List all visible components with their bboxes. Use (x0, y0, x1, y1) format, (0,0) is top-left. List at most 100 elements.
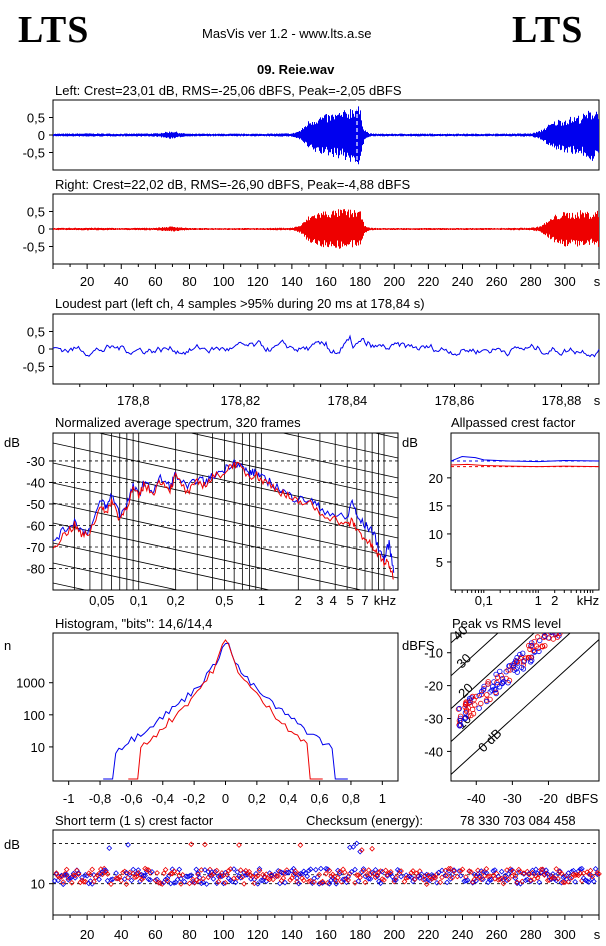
crest-point (329, 875, 336, 881)
crest-point (99, 871, 106, 878)
xtick-label: 40 (114, 927, 128, 942)
crest-point (362, 873, 369, 880)
peak-rms-ylabel: dBFS (402, 638, 435, 653)
ytick-label: 10 (429, 527, 443, 542)
ytick-label: 10 (31, 877, 45, 892)
crest-point (521, 870, 527, 877)
crest-point (254, 872, 261, 879)
crest-point (536, 879, 543, 886)
crest-point (345, 877, 352, 883)
allpass-xticks: 0,1 1 2 kHz (454, 590, 599, 608)
xtick-label: -0,8 (89, 791, 111, 806)
level-point (539, 644, 546, 650)
crest-point (372, 867, 379, 873)
xtick-label: -40 (467, 791, 486, 806)
level-point (476, 692, 482, 699)
crest-point (193, 877, 200, 883)
crest-point (483, 870, 490, 876)
crest-point (510, 868, 517, 875)
crest-point (82, 878, 89, 885)
xtick-label: -1 (63, 791, 75, 806)
xtick-label: 60 (148, 274, 162, 289)
crest-point (87, 871, 94, 878)
level-point (553, 633, 559, 637)
crest-point (239, 874, 246, 880)
checksum-label: Checksum (energy): (306, 813, 423, 828)
crest-point (512, 873, 519, 879)
crest-point (580, 875, 587, 882)
crest-point (425, 872, 432, 879)
crest-point (529, 869, 536, 876)
level-point (527, 646, 533, 652)
crest-point (198, 880, 205, 887)
level-point (492, 687, 499, 693)
ytick-label: 15 (429, 499, 443, 514)
crest-point (411, 876, 418, 883)
crest-point (268, 871, 275, 878)
level-point (457, 723, 463, 729)
spectrum-ylabel: dB (4, 435, 20, 450)
level-point (523, 655, 529, 661)
xtick-label: 200 (383, 274, 405, 289)
crest-point (225, 867, 232, 874)
crest-point (369, 845, 375, 852)
ytick-label: -20 (424, 679, 443, 694)
crest-diagonal (451, 633, 571, 743)
red-spectrum-line (53, 461, 394, 580)
crest-point (480, 876, 486, 883)
xtick-label: 160 (315, 274, 337, 289)
crest-point (75, 870, 82, 876)
crest-point (195, 870, 201, 876)
time-xticks: 20 40 60 80 100 120 140 160 180 200 220 240 260 280 30… (52, 264, 601, 289)
diagonal-label: 30 (453, 650, 474, 671)
crest-point (531, 871, 538, 877)
xtick-label: 0,8 (342, 791, 360, 806)
crest-point (188, 872, 195, 879)
peak-rms-yticks: -10 -20 -30 -40 (424, 646, 451, 759)
crest-point (347, 844, 353, 851)
loudest-trace (52, 334, 600, 358)
level-point (476, 705, 482, 711)
crest-point (336, 868, 343, 875)
crest-diagonal (451, 633, 535, 710)
level-point (493, 689, 499, 695)
crest-point (85, 870, 92, 877)
xtick-label: 40 (114, 274, 128, 289)
crest-point (374, 873, 381, 880)
crest-point (387, 869, 394, 875)
crest-point (178, 876, 184, 882)
crest-point (316, 871, 323, 878)
level-point (494, 679, 500, 686)
crest-point (323, 870, 329, 877)
xtick-label: 200 (383, 927, 405, 942)
xtick-label: s (594, 393, 601, 408)
xtick-label: 140 (281, 927, 303, 942)
crest-point (319, 878, 326, 885)
crest-point (154, 876, 160, 883)
crest-point (408, 874, 415, 881)
crest-point (556, 869, 563, 875)
level-point (485, 679, 491, 685)
level-point (539, 643, 545, 649)
crest-point (333, 880, 340, 887)
crest-point (444, 879, 450, 886)
level-point (530, 647, 536, 654)
ytick-label: 20 (429, 471, 443, 486)
crest-point (347, 870, 353, 877)
crest-point (505, 876, 512, 883)
crest-point (103, 867, 109, 874)
xtick-label: kHz (374, 593, 396, 608)
crest-point (439, 874, 445, 881)
crest-point (234, 875, 241, 881)
crest-point (147, 877, 154, 883)
xtick-label: 260 (486, 274, 508, 289)
level-point (485, 681, 491, 687)
level-point (527, 659, 534, 665)
xtick-label: 3 (316, 593, 323, 608)
level-point (561, 614, 566, 619)
crest-point (311, 879, 317, 885)
crest-point (248, 872, 254, 879)
crest-point (348, 869, 355, 875)
ytick-label: 1000 (16, 676, 45, 691)
xtick-label: 4 (330, 593, 337, 608)
